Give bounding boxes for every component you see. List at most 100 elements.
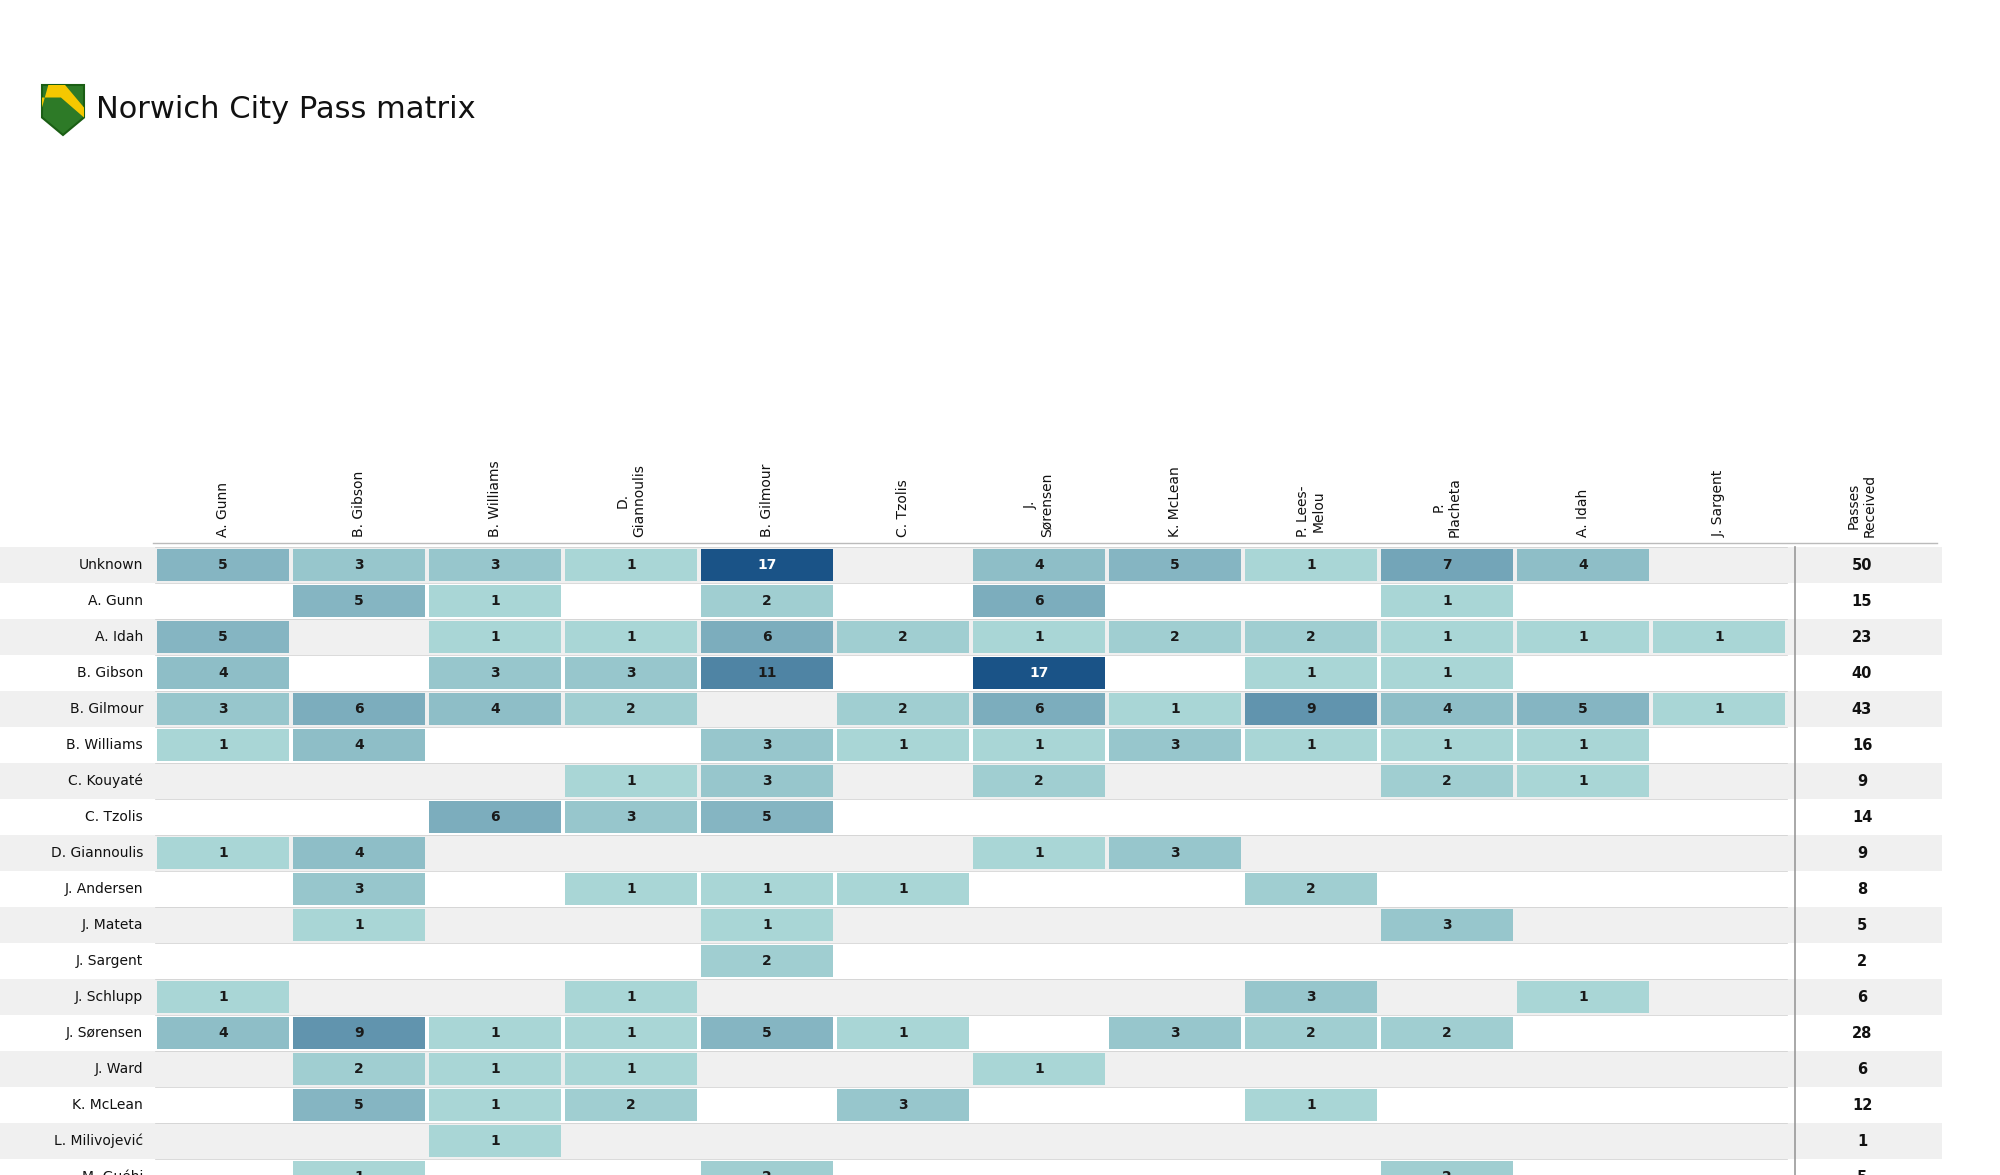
Bar [702, 549, 832, 580]
Bar [1380, 549, 1514, 580]
Text: 3: 3 [490, 558, 500, 572]
Text: J. Andersen: J. Andersen [64, 882, 144, 897]
Bar [702, 657, 832, 689]
Text: 3: 3 [626, 666, 636, 680]
Text: A. Gunn: A. Gunn [216, 482, 230, 537]
Text: A. Idah: A. Idah [94, 630, 144, 644]
Text: P.
Placheta: P. Placheta [1432, 477, 1462, 537]
Text: 1: 1 [1306, 738, 1316, 752]
Text: 5: 5 [354, 1097, 364, 1112]
Text: 1: 1 [898, 738, 908, 752]
Text: C. Tzolis: C. Tzolis [896, 479, 910, 537]
Bar [0, 979, 1942, 1015]
Text: 1: 1 [1034, 738, 1044, 752]
Bar [292, 1018, 424, 1049]
Text: 1: 1 [1578, 774, 1588, 788]
Bar [566, 622, 698, 653]
Bar [1380, 693, 1514, 725]
Bar [292, 909, 424, 941]
Text: 4: 4 [354, 738, 364, 752]
Bar [836, 693, 968, 725]
Text: 1: 1 [626, 774, 636, 788]
Bar [1380, 728, 1514, 761]
Bar [0, 1123, 1942, 1159]
Text: Passes
Received: Passes Received [1846, 474, 1878, 537]
Text: 12: 12 [1852, 1097, 1872, 1113]
Text: B. Williams: B. Williams [66, 738, 144, 752]
Bar [1380, 622, 1514, 653]
Bar [0, 1050, 1942, 1087]
Text: 2: 2 [762, 954, 772, 968]
Text: 43: 43 [1852, 701, 1872, 717]
Text: 5: 5 [218, 630, 228, 644]
Text: 3: 3 [1170, 1026, 1180, 1040]
Text: 2: 2 [762, 1170, 772, 1175]
Bar [972, 837, 1104, 869]
Bar [1380, 909, 1514, 941]
Bar [1244, 657, 1376, 689]
Text: 6: 6 [1856, 989, 1868, 1005]
Bar [0, 654, 1942, 691]
Text: 1: 1 [490, 630, 500, 644]
Bar [1518, 549, 1648, 580]
Bar [1518, 981, 1648, 1013]
Text: 4: 4 [1034, 558, 1044, 572]
Text: 2: 2 [1442, 774, 1452, 788]
Bar [292, 837, 424, 869]
Text: 2: 2 [1306, 1026, 1316, 1040]
Bar [1244, 622, 1376, 653]
Text: 5: 5 [1170, 558, 1180, 572]
Text: 1: 1 [1306, 666, 1316, 680]
Text: 1: 1 [1714, 630, 1724, 644]
Text: B. Gibson: B. Gibson [352, 471, 366, 537]
Bar [1652, 622, 1786, 653]
Text: 1: 1 [1306, 558, 1316, 572]
Bar [972, 549, 1104, 580]
Bar [292, 1089, 424, 1121]
Bar [0, 799, 1942, 835]
Text: 5: 5 [1578, 701, 1588, 716]
Bar [292, 693, 424, 725]
Text: 1: 1 [1034, 846, 1044, 860]
Text: 2: 2 [1306, 630, 1316, 644]
Text: 3: 3 [1306, 991, 1316, 1003]
Text: 9: 9 [1856, 773, 1868, 788]
Text: 9: 9 [1306, 701, 1316, 716]
Text: J.
Sørensen: J. Sørensen [1024, 472, 1054, 537]
Bar [156, 1018, 288, 1049]
Text: 1: 1 [1034, 630, 1044, 644]
Text: 4: 4 [218, 1026, 228, 1040]
Text: 1: 1 [626, 1026, 636, 1040]
Text: 2: 2 [1856, 953, 1868, 968]
Text: 3: 3 [626, 810, 636, 824]
Bar [428, 801, 560, 833]
Text: 1: 1 [626, 1062, 636, 1076]
Text: 8: 8 [1856, 881, 1868, 897]
Text: 16: 16 [1852, 738, 1872, 752]
Bar [702, 945, 832, 976]
Bar [0, 763, 1942, 799]
Bar [566, 657, 698, 689]
Bar [292, 585, 424, 617]
Text: J. Ward: J. Ward [94, 1062, 144, 1076]
Text: C. Tzolis: C. Tzolis [86, 810, 144, 824]
Text: 14: 14 [1852, 810, 1872, 825]
Text: 1: 1 [1034, 1062, 1044, 1076]
Bar [972, 585, 1104, 617]
Bar [428, 1089, 560, 1121]
Bar [972, 657, 1104, 689]
Text: 3: 3 [1170, 738, 1180, 752]
Bar [156, 981, 288, 1013]
Text: 1: 1 [490, 1062, 500, 1076]
Text: 17: 17 [758, 558, 776, 572]
Bar [428, 549, 560, 580]
Text: 5: 5 [1856, 1169, 1868, 1175]
Bar [428, 585, 560, 617]
Text: 6: 6 [1034, 701, 1044, 716]
Text: 1: 1 [218, 991, 228, 1003]
Text: 2: 2 [898, 630, 908, 644]
Text: 2: 2 [626, 1097, 636, 1112]
Text: 1: 1 [1578, 630, 1588, 644]
Bar [0, 1087, 1942, 1123]
Bar [0, 944, 1942, 979]
